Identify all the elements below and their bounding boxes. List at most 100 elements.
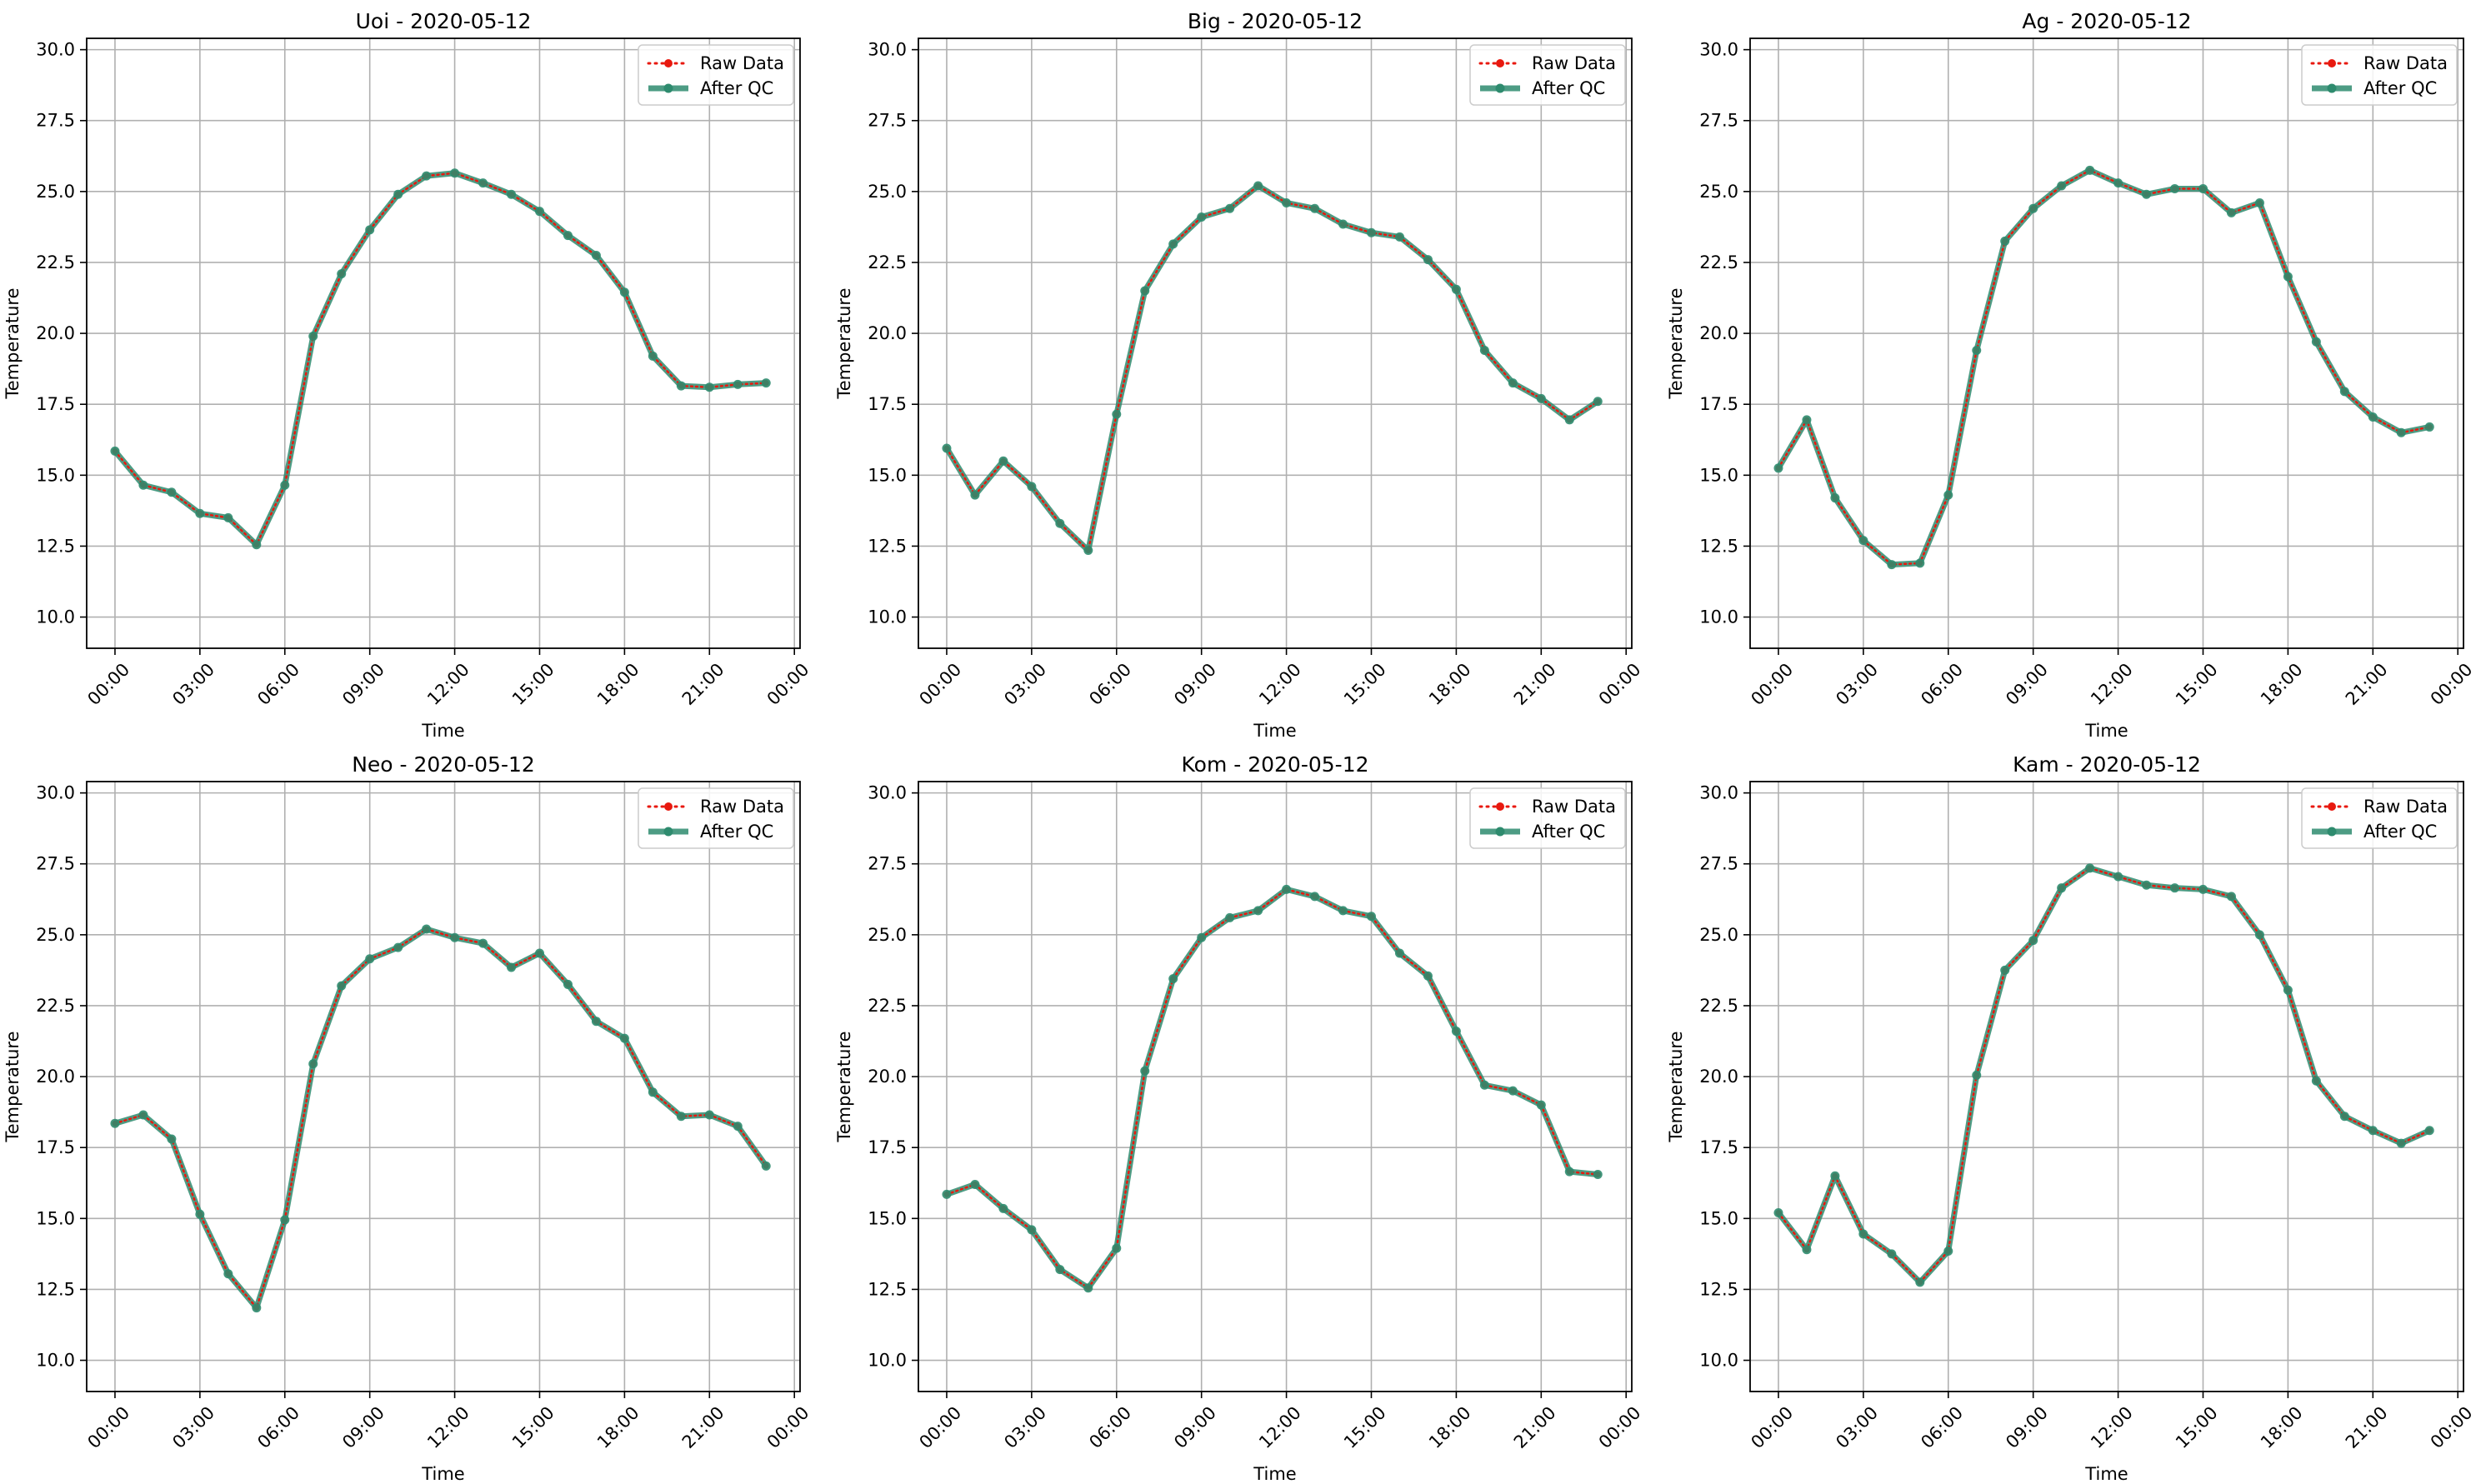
qc-data-point: [252, 540, 262, 550]
y-tick-label: 15.0: [868, 465, 907, 485]
qc-data-point: [1366, 227, 1376, 237]
legend-label-raw-data: Raw Data: [2363, 797, 2448, 817]
qc-data-point: [2396, 427, 2406, 437]
legend-marker-raw-data: [664, 802, 673, 811]
x-axis-label: Time: [2084, 1464, 2128, 1484]
legend: Raw Data After QC: [1469, 787, 1626, 849]
subplot-title: Uoi - 2020-05-12: [356, 9, 532, 33]
qc-data-point: [1773, 463, 1783, 473]
y-tick-label: 15.0: [36, 1208, 75, 1228]
qc-data-point: [280, 1215, 290, 1225]
legend-label-raw-data: Raw Data: [700, 797, 784, 817]
series-line-raw-data: [1777, 168, 2431, 566]
qc-data-point: [2368, 1126, 2378, 1136]
qc-data-point: [563, 979, 573, 989]
x-tick-label: 12:00: [1255, 1402, 1305, 1452]
x-tick-label: 00:00: [763, 659, 813, 709]
qc-data-point: [478, 178, 488, 188]
qc-data-point: [280, 480, 290, 490]
qc-data-point: [1451, 1027, 1461, 1037]
x-tick-label: 09:00: [2002, 1402, 2052, 1452]
series-line-raw-data: [945, 888, 1599, 1290]
qc-data-point: [1943, 1246, 1953, 1256]
qc-data-point: [1802, 415, 1812, 425]
qc-data-point: [2226, 892, 2236, 902]
x-tick-label: 06:00: [253, 659, 303, 709]
y-tick-label: 25.0: [868, 925, 907, 945]
x-tick-label: 12:00: [1255, 659, 1305, 709]
y-tick-label: 20.0: [1699, 1067, 1738, 1087]
qc-data-point: [1394, 232, 1404, 242]
series-line-after-qc: [1776, 865, 2431, 1286]
subplot: 10.0 12.5 15.0 17.5 20.0 22.5 25.0 27.5 30.0 00:0…: [834, 752, 1644, 1484]
y-axis-label: Temperature: [1666, 287, 1686, 399]
qc-data-point: [1451, 284, 1461, 294]
x-tick-label: 15:00: [2172, 659, 2222, 709]
x-tick-label: 00:00: [1747, 1402, 1797, 1452]
y-tick-label: 30.0: [1699, 783, 1738, 803]
y-axis-label: Temperature: [834, 1031, 854, 1142]
x-tick-label: 12:00: [2087, 659, 2137, 709]
y-tick-label: 25.0: [1699, 182, 1738, 202]
qc-data-point: [1197, 212, 1207, 222]
qc-data-point: [563, 231, 573, 241]
y-tick-label: 22.5: [868, 252, 907, 272]
legend-label-after-qc: After QC: [2363, 78, 2437, 98]
qc-data-point: [110, 1118, 120, 1128]
subplot: 10.0 12.5 15.0 17.5 20.0 22.5 25.0 27.5 30.0 00:0…: [834, 9, 1644, 741]
x-tick-label: 06:00: [1085, 659, 1135, 709]
qc-data-point: [1282, 197, 1292, 207]
qc-data-point: [1140, 1066, 1150, 1076]
legend-marker-after-qc: [663, 827, 673, 837]
subplot-title: Neo - 2020-05-12: [352, 752, 535, 777]
subplot-title: Ag - 2020-05-12: [2022, 9, 2191, 33]
axes-frame: [1749, 37, 2464, 649]
qc-data-point: [2028, 203, 2038, 213]
x-tick-label: 15:00: [2172, 1402, 2222, 1452]
qc-data-point: [1802, 1245, 1812, 1255]
y-tick-label: 10.0: [1699, 1351, 1738, 1371]
axes-frame: [1749, 781, 2464, 1392]
legend-marker-after-qc: [1495, 83, 1505, 93]
subplot: 10.0 12.5 15.0 17.5 20.0 22.5 25.0 27.5 30.0 00:0…: [1666, 752, 2476, 1484]
x-tick-label: 06:00: [1917, 659, 1967, 709]
series-line-raw-data: [113, 927, 768, 1311]
qc-data-point: [478, 938, 488, 948]
x-tick-label: 18:00: [1425, 659, 1475, 709]
qc-data-point: [1830, 1171, 1840, 1181]
qc-data-point: [223, 1269, 233, 1279]
legend-marker-after-qc: [1495, 827, 1505, 837]
x-tick-label: 03:00: [1000, 659, 1050, 709]
y-tick-label: 30.0: [36, 40, 75, 60]
axes-frame: [86, 37, 801, 649]
qc-data-point: [1140, 286, 1150, 296]
qc-data-point: [942, 443, 952, 453]
qc-data-point: [1536, 1100, 1546, 1110]
qc-data-point: [1830, 493, 1840, 503]
x-tick-label: 03:00: [168, 1402, 218, 1452]
x-tick-label: 00:00: [83, 659, 133, 709]
legend-label-raw-data: Raw Data: [1532, 53, 1616, 73]
x-tick-label: 18:00: [593, 659, 643, 709]
x-tick-label: 06:00: [1917, 1402, 1967, 1452]
y-tick-label: 20.0: [1699, 323, 1738, 343]
y-tick-label: 15.0: [1699, 1208, 1738, 1228]
qc-data-point: [704, 382, 714, 392]
y-tick-label: 15.0: [1699, 465, 1738, 485]
legend-marker-raw-data: [1496, 802, 1504, 811]
x-axis-label: Time: [1253, 1464, 1296, 1484]
axes-frame: [918, 37, 1633, 649]
x-tick-label: 03:00: [1000, 1402, 1050, 1452]
y-tick-label: 22.5: [868, 996, 907, 1016]
qc-data-point: [337, 269, 347, 279]
series-line-raw-data: [1777, 867, 2431, 1284]
qc-data-point: [2198, 884, 2208, 894]
qc-data-point: [2142, 189, 2152, 199]
qc-data-point: [1887, 560, 1897, 570]
legend-marker-raw-data: [664, 59, 673, 67]
legend-label-after-qc: After QC: [700, 822, 773, 842]
qc-data-point: [619, 1033, 629, 1043]
legend-label-raw-data: Raw Data: [1532, 797, 1616, 817]
y-tick-label: 10.0: [868, 1351, 907, 1371]
qc-data-point: [1508, 378, 1518, 388]
